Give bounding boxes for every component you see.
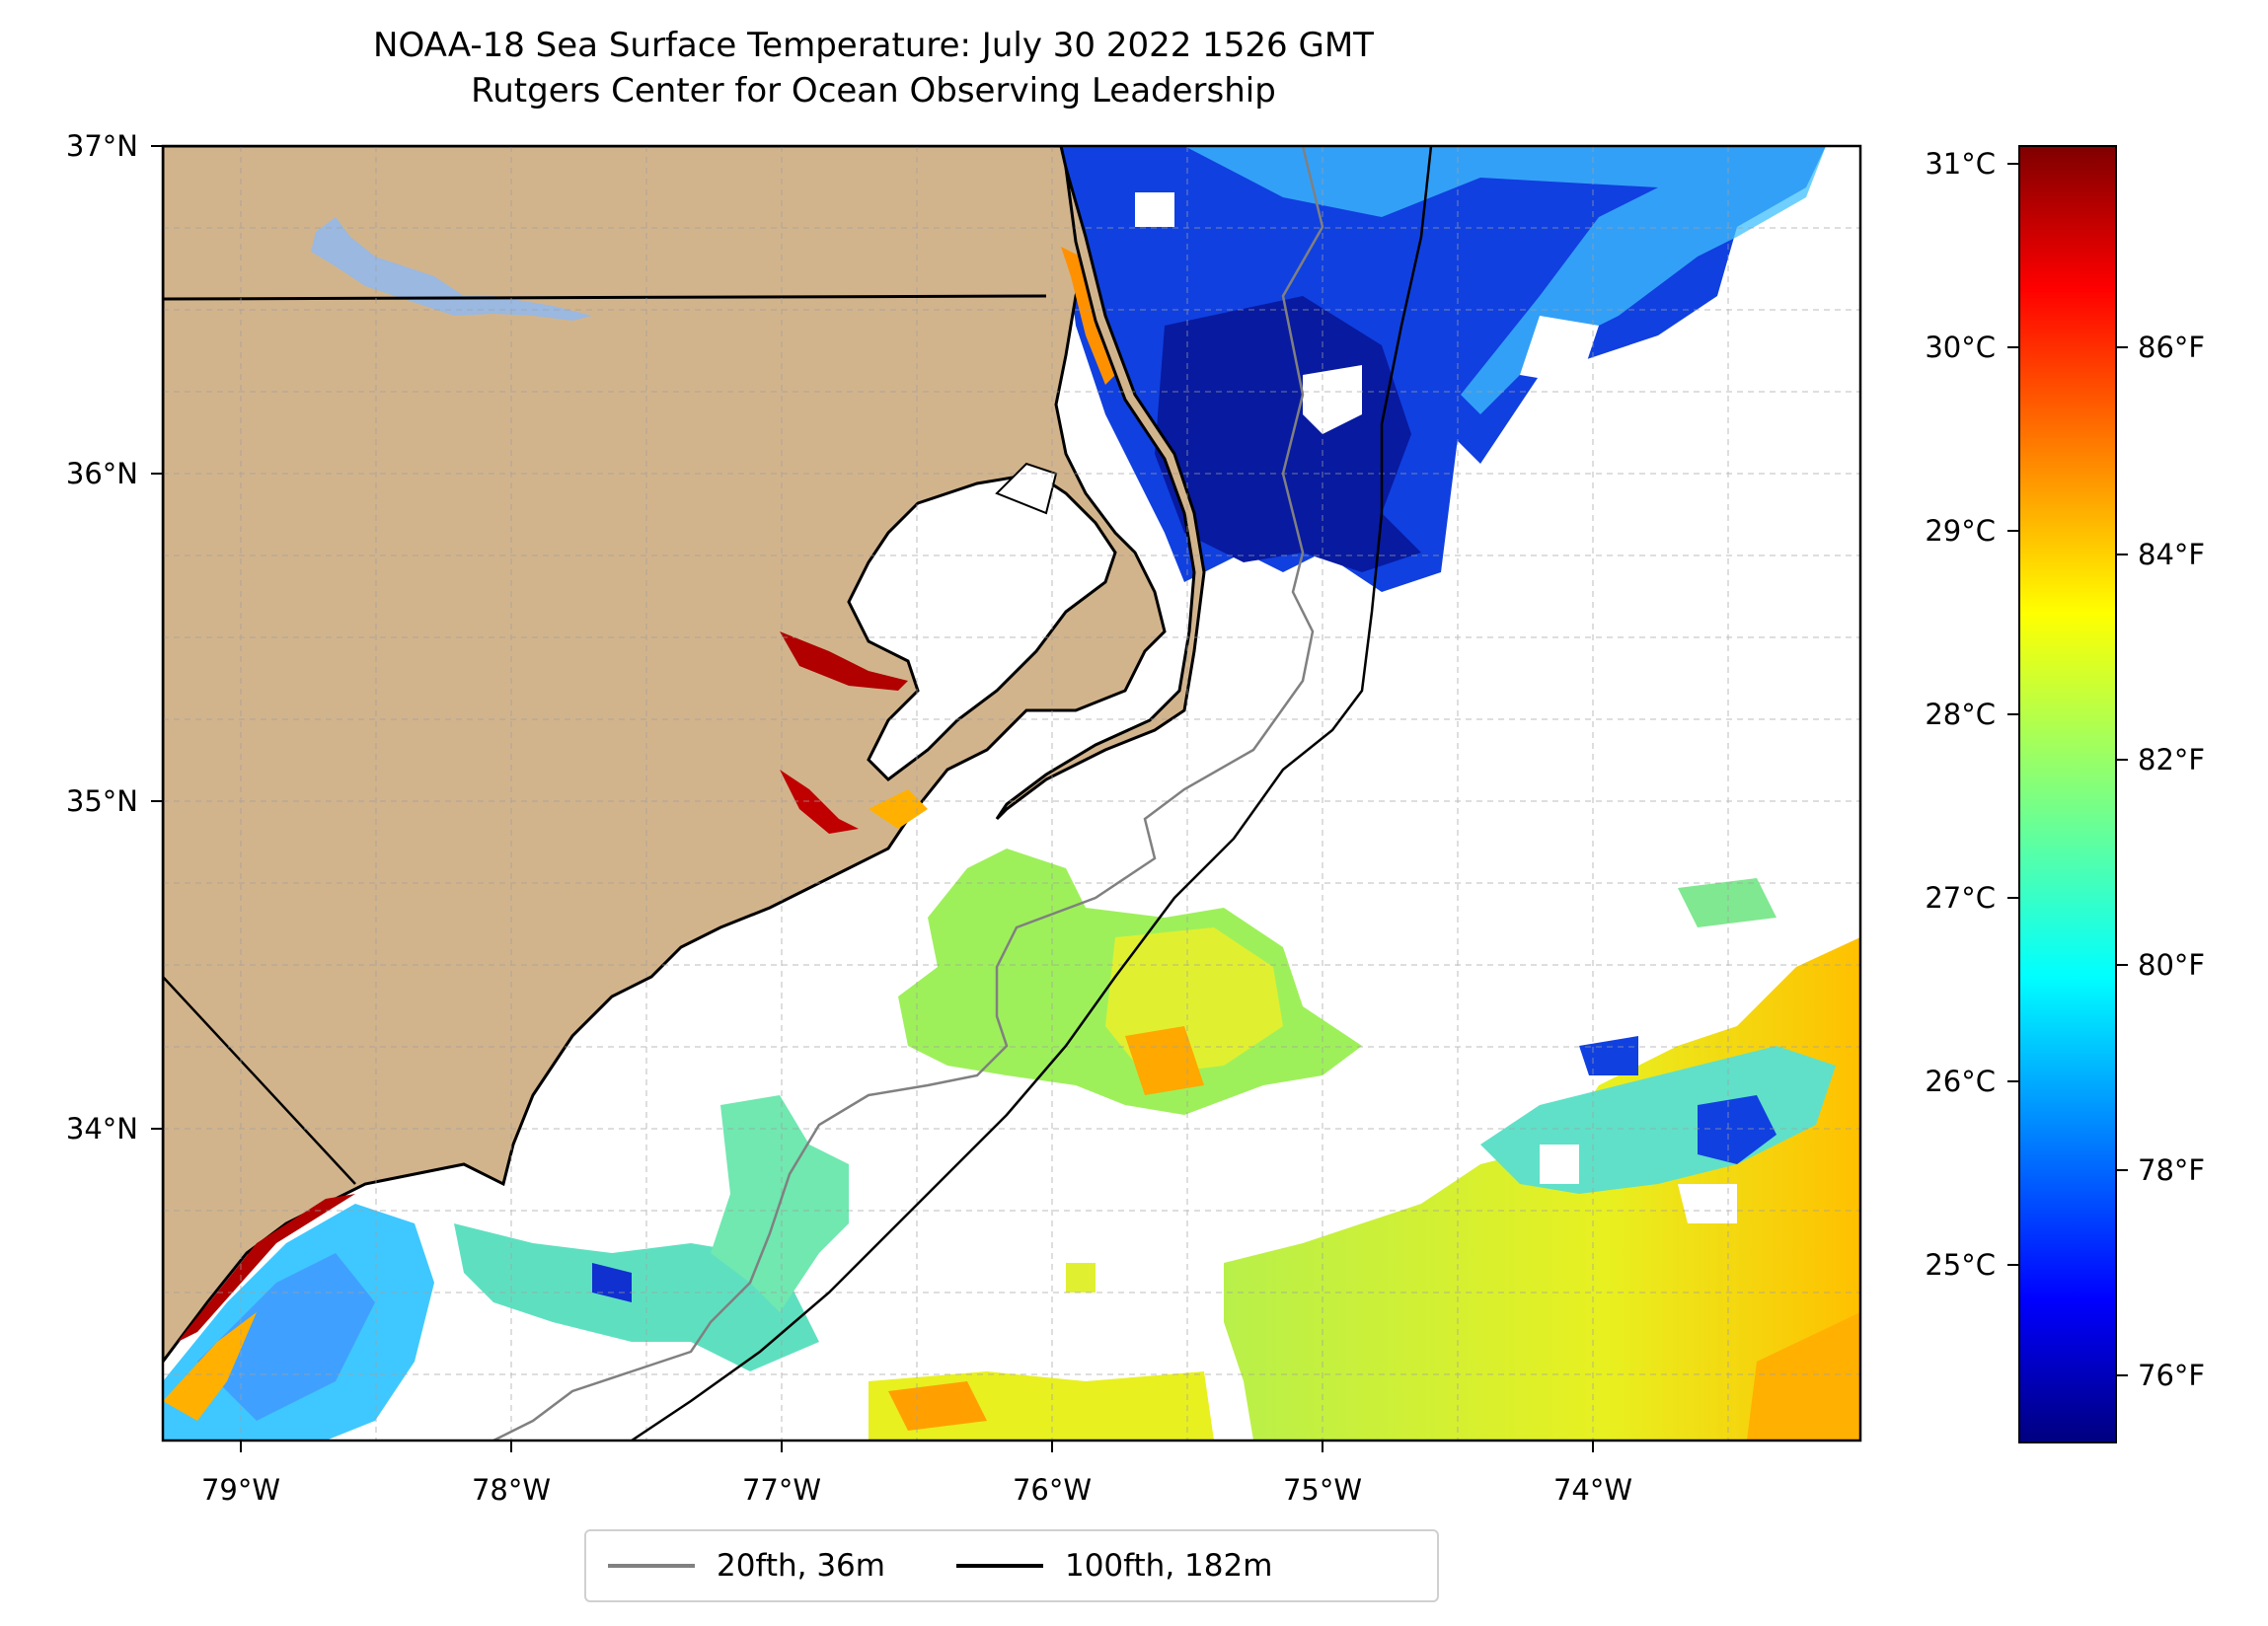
fahrenheit-label-78: 78°F <box>2138 1153 2205 1187</box>
fahrenheit-label-84: 84°F <box>2138 538 2205 571</box>
state-border-nc-sc <box>163 976 356 1185</box>
legend-line-gray <box>608 1564 695 1568</box>
lon-label-79w: 79°W <box>201 1473 280 1507</box>
lat-label-35n: 35°N <box>66 784 138 818</box>
lon-label-76w: 76°W <box>1013 1473 1092 1507</box>
celsius-label-26: 26°C <box>1925 1065 1996 1098</box>
map-grid <box>163 146 1860 1441</box>
map-subtitle: Rutgers Center for Ocean Observing Leade… <box>471 71 1276 111</box>
celsius-label-25: 25°C <box>1925 1248 1996 1282</box>
lon-label-78w: 78°W <box>472 1473 551 1507</box>
lat-label-37n: 37°N <box>66 129 138 163</box>
sst-cyan-patches <box>1184 146 1826 414</box>
legend-label: 100fth, 182m <box>1064 1548 1273 1584</box>
legend-label: 20fth, 36m <box>717 1548 885 1584</box>
celsius-label-29: 29°C <box>1925 514 1996 548</box>
isobath-20fth <box>492 146 1324 1441</box>
celsius-label-27: 27°C <box>1925 881 1996 915</box>
sst-deep-cold <box>1155 296 1421 572</box>
land-north-carolina <box>163 146 1167 1365</box>
state-border-va-nc <box>163 294 1047 301</box>
legend: 20fth, 36m 100fth, 182m <box>584 1529 1439 1602</box>
estuary-warm-1 <box>780 631 908 691</box>
celsius-label-28: 28°C <box>1925 698 1996 731</box>
lon-label-77w: 77°W <box>742 1473 821 1507</box>
legend-item-20fth: 20fth, 36m <box>608 1548 885 1584</box>
fahrenheit-label-86: 86°F <box>2138 331 2205 364</box>
lat-label-36n: 36°N <box>66 457 138 490</box>
map-content <box>163 146 1860 1441</box>
pamlico-sound <box>847 472 1117 781</box>
outer-banks <box>995 167 1206 821</box>
celsius-label-30: 30°C <box>1925 331 1996 364</box>
lat-label-34n: 34°N <box>66 1112 138 1146</box>
colorbar <box>2018 145 2117 1443</box>
legend-line-black <box>955 1564 1043 1568</box>
sst-southeast-warm <box>1224 937 1860 1441</box>
lon-label-74w: 74°W <box>1553 1473 1632 1507</box>
map-frame <box>161 144 1862 1442</box>
legend-item-100fth: 100fth, 182m <box>955 1548 1273 1584</box>
celsius-label-31: 31°C <box>1925 147 1996 181</box>
fahrenheit-label-80: 80°F <box>2138 948 2205 982</box>
fahrenheit-label-82: 82°F <box>2138 743 2205 776</box>
isobath-100fth <box>631 146 1433 1441</box>
fahrenheit-label-76: 76°F <box>2138 1359 2205 1392</box>
map-title: NOAA-18 Sea Surface Temperature: July 30… <box>373 26 1374 65</box>
lon-label-75w: 75°W <box>1283 1473 1362 1507</box>
